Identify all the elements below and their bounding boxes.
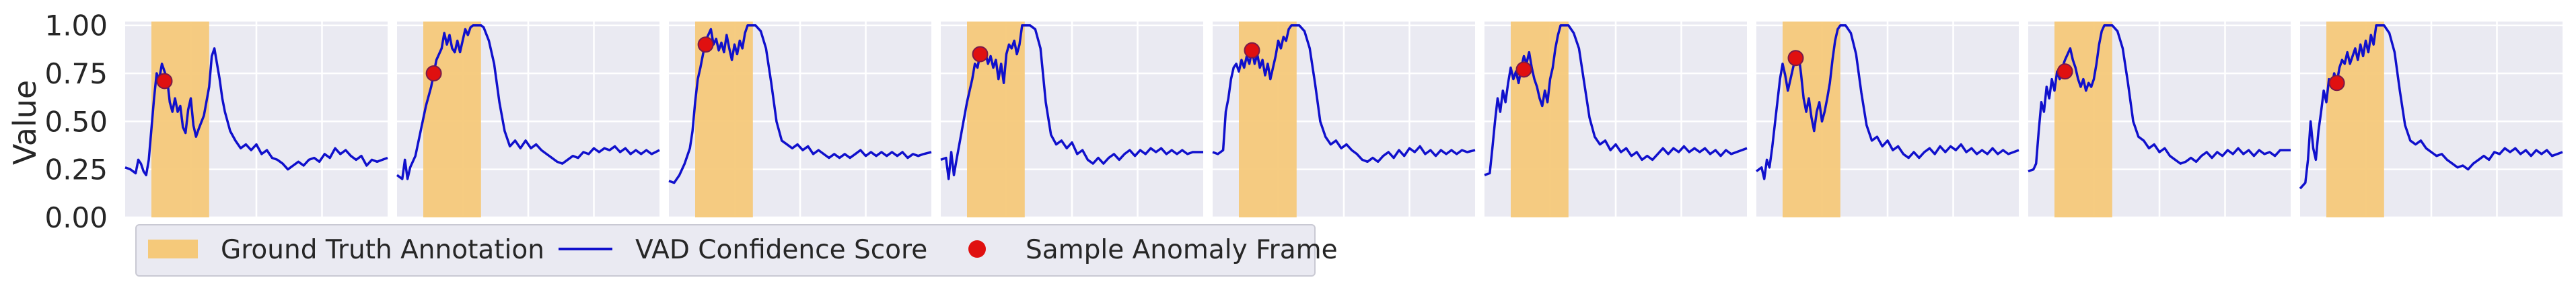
y-axis-label: Value [7, 80, 43, 165]
y-tick-label: 0.00 [44, 201, 108, 234]
score-line [396, 24, 660, 180]
y-tick-labels: 0.00 0.25 0.50 0.75 1.00 [44, 9, 108, 234]
score-line [1755, 24, 2019, 180]
y-tick-label: 0.50 [44, 105, 108, 138]
score-line [1484, 24, 1748, 176]
legend-gt-label: Ground Truth Annotation [221, 235, 544, 265]
panel [1755, 22, 2019, 219]
legend-frame-label: Sample Anomaly Frame [1026, 235, 1338, 265]
score-line [1212, 24, 1476, 164]
ground-truth-band [2054, 22, 2112, 217]
y-tick-label: 0.75 [44, 57, 108, 90]
anomaly-frame-marker [2328, 75, 2345, 92]
y-tick-label: 1.00 [44, 9, 108, 42]
panel [1212, 22, 1476, 219]
anomaly-frame-marker [697, 36, 714, 53]
anomaly-frame-marker [972, 46, 989, 63]
panel [2299, 22, 2563, 219]
panel [396, 22, 660, 219]
ground-truth-band [151, 22, 209, 217]
score-line [940, 24, 1203, 180]
anomaly-frame-marker [156, 73, 173, 90]
panel [1484, 22, 1748, 219]
legend: Ground Truth Annotation VAD Confidence S… [135, 224, 1338, 277]
anomaly-frame-marker [425, 65, 442, 82]
panel [124, 22, 388, 219]
anomaly-frame-marker [1787, 50, 1804, 67]
anomaly-frame-marker [1244, 42, 1260, 59]
panel [668, 22, 932, 219]
ground-truth-band [2326, 22, 2384, 217]
legend-gt-swatch [148, 240, 198, 258]
anomaly-frame-marker [2056, 63, 2073, 80]
y-tick-label: 0.25 [44, 153, 108, 186]
panel-grid [124, 22, 2563, 219]
ground-truth-band [695, 22, 753, 217]
panel [940, 22, 1203, 219]
legend-frame [135, 224, 1316, 277]
ground-truth-band [1511, 22, 1569, 217]
panel [2028, 22, 2291, 219]
legend-frame-marker [968, 240, 986, 258]
anomaly-frame-marker [1515, 61, 1532, 78]
ground-truth-band [423, 22, 481, 217]
legend-score-label: VAD Confidence Score [635, 235, 927, 265]
